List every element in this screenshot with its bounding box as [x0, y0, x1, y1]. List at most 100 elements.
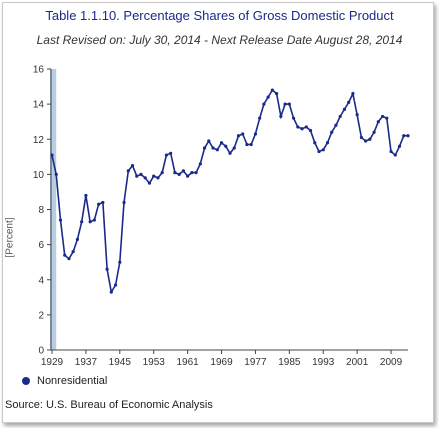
source-note: Source: U.S. Bureau of Economic Analysis [5, 399, 213, 411]
data-point [147, 181, 152, 185]
data-point [325, 141, 330, 145]
data-point [245, 142, 249, 147]
data-point [92, 218, 96, 222]
x-tick-label: 2009 [380, 357, 403, 368]
data-point [334, 123, 338, 127]
data-point [389, 149, 393, 154]
data-point [152, 174, 156, 178]
data-point [219, 141, 224, 145]
chart-title: Table 1.1.10. Percentage Shares of Gross… [45, 8, 394, 23]
data-point [330, 130, 334, 134]
data-point [372, 130, 376, 134]
chart-subtitle: Last Revised on: July 30, 2014 - Next Re… [36, 33, 403, 47]
data-point [385, 116, 389, 120]
data-point [58, 218, 63, 222]
data-point [139, 172, 143, 176]
data-point [393, 153, 397, 157]
data-point [287, 102, 291, 106]
data-point [228, 151, 232, 155]
data-point [258, 116, 262, 120]
data-point [109, 290, 113, 294]
data-point [80, 220, 84, 224]
data-point [126, 169, 130, 173]
data-point [97, 202, 101, 206]
data-point [406, 134, 410, 138]
data-point [169, 151, 173, 155]
data-point [402, 134, 406, 138]
chart-frame [2, 2, 434, 423]
data-point [232, 146, 236, 150]
data-point [181, 169, 185, 173]
data-point [236, 134, 241, 138]
data-point [279, 114, 283, 119]
data-point [342, 107, 347, 111]
data-point [130, 163, 135, 168]
data-point [296, 125, 300, 129]
y-tick-label: 4 [38, 275, 44, 286]
data-point [88, 220, 92, 224]
y-tick-label: 2 [38, 310, 44, 321]
data-point [215, 148, 219, 152]
data-point [105, 267, 109, 271]
data-point [207, 139, 211, 143]
legend-marker-icon [22, 377, 30, 386]
y-tick-label: 0 [38, 346, 44, 357]
data-point [283, 102, 287, 106]
data-point [54, 172, 58, 176]
data-point [275, 91, 279, 96]
data-point [317, 149, 321, 154]
x-tick-label: 2001 [346, 357, 369, 368]
data-point [359, 135, 363, 140]
data-point [198, 162, 202, 166]
data-point [313, 141, 317, 145]
data-point [368, 137, 372, 141]
data-point [300, 127, 304, 131]
x-tick-label: 1945 [109, 357, 132, 368]
legend[interactable]: Nonresidential [22, 375, 107, 387]
data-point [160, 171, 164, 175]
x-tick-label: 1961 [176, 357, 199, 368]
data-point [253, 132, 258, 136]
data-point [194, 171, 198, 175]
series-line [51, 88, 408, 295]
y-tick-label: 16 [33, 65, 45, 76]
x-tick-label: 1969 [210, 357, 233, 368]
y-tick-label: 14 [33, 100, 45, 111]
data-point [101, 200, 105, 205]
data-point [397, 144, 402, 148]
data-point [351, 91, 355, 96]
data-point [135, 174, 139, 178]
x-tick-label: 1937 [75, 357, 98, 368]
data-point [241, 132, 245, 136]
data-point [156, 176, 160, 180]
data-point [164, 153, 169, 157]
data-point [266, 95, 270, 99]
data-point [262, 102, 266, 106]
data-point [186, 174, 190, 178]
data-point [270, 88, 274, 92]
data-point [355, 113, 359, 117]
shaded-band [50, 69, 57, 350]
data-point [291, 116, 296, 120]
y-tick-label: 10 [33, 170, 45, 181]
x-tick-label: 1993 [312, 357, 335, 368]
data-point [380, 114, 385, 119]
data-point [67, 257, 71, 261]
data-point [71, 250, 75, 254]
data-point [304, 125, 308, 129]
data-point [113, 283, 118, 287]
x-tick-label: 1985 [278, 357, 301, 368]
data-point [211, 146, 215, 150]
data-point [177, 172, 181, 176]
data-point [308, 128, 313, 133]
x-tick-label: 1977 [244, 357, 267, 368]
data-point [190, 171, 194, 175]
data-point [63, 253, 67, 257]
y-tick-label: 12 [33, 135, 45, 146]
data-point [338, 114, 342, 119]
data-point [75, 237, 80, 241]
data-point [143, 176, 147, 180]
y-tick-label: 6 [38, 240, 44, 251]
x-tick-label: 1929 [41, 357, 64, 368]
